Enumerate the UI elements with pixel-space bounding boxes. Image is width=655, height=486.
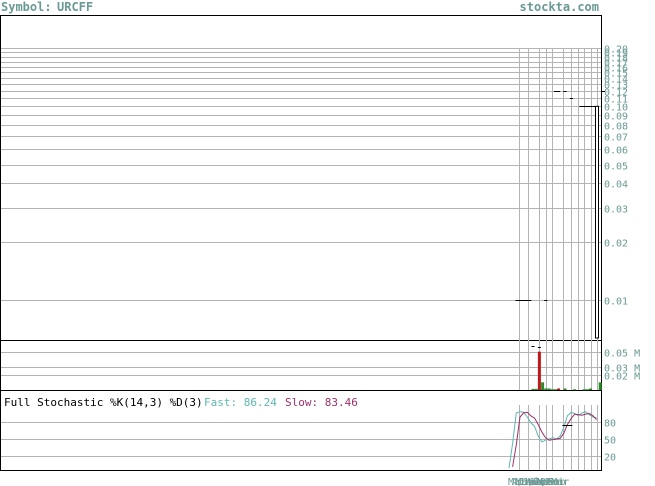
- price-tick-label: 0.10: [604, 103, 628, 114]
- x-tick-label: Mar: [551, 477, 569, 486]
- x-tick-label: Jul: [522, 477, 540, 486]
- x-tick-label: Sep: [530, 477, 548, 486]
- x-tick-label: Dec: [540, 477, 558, 486]
- price-tick-label: 0.19: [604, 49, 628, 60]
- price-tick-label: 0.05: [604, 162, 628, 173]
- volume-bar: [537, 351, 541, 390]
- volume-bar: [598, 382, 602, 390]
- stochastic-tick-label: 50: [604, 436, 616, 447]
- price-tick-label: 0.03: [604, 205, 628, 216]
- site-link[interactable]: stockta.com: [519, 0, 599, 14]
- x-tick-label: Apr: [512, 477, 530, 486]
- price-panel: [0, 15, 602, 341]
- price-tick-label: 0.07: [604, 133, 628, 144]
- stochastic-title: Full Stochastic %K(14,3) %D(3): [4, 396, 203, 409]
- price-tick-label: 0.08: [604, 122, 628, 133]
- volume-bar: [541, 382, 545, 390]
- symbol-prefix: Symbol:: [1, 0, 52, 14]
- volume-bar: [573, 389, 577, 391]
- stochastic-panel: [0, 390, 602, 471]
- x-tick-label: Mar: [508, 477, 526, 486]
- volume-bar: [550, 389, 554, 391]
- stochastic-tick-label: 80: [604, 419, 616, 430]
- stochastic-slow-value: Slow: 83.46: [285, 396, 358, 409]
- volume-tick-label: 0.05 M: [604, 349, 640, 360]
- volume-bar: [544, 388, 548, 390]
- x-tick-label: Oct: [533, 477, 551, 486]
- price-tick-label: 0.15: [604, 69, 628, 80]
- volume-bar: [582, 389, 586, 391]
- volume-bar: [531, 388, 535, 390]
- x-tick-label: Jan: [544, 477, 562, 486]
- price-tick-label: 0.20: [604, 45, 628, 56]
- symbol-value: URCFF: [57, 0, 94, 14]
- volume-bar: [563, 388, 567, 390]
- price-tick-label: 0.16: [604, 64, 628, 75]
- price-tick-label: 0.09: [604, 112, 628, 123]
- x-tick-label: Jun: [519, 477, 537, 486]
- stochastic-fast-line: [508, 411, 597, 469]
- volume-bar: [589, 388, 593, 390]
- stochastic-tick-label: 20: [604, 453, 616, 464]
- x-tick-label: Aug: [526, 477, 544, 486]
- price-tick-label: 0.14: [604, 75, 628, 86]
- volume-tick-label: 0.03 M: [604, 364, 640, 375]
- price-tick-label: 0.17: [604, 59, 628, 70]
- price-tick-label: 0.12: [604, 88, 628, 99]
- volume-bar: [557, 388, 561, 390]
- x-tick-label: Nov: [537, 477, 555, 486]
- volume-tick-label: 0.02 M: [604, 372, 640, 383]
- price-bar: [595, 105, 599, 339]
- price-tick-label: 0.13: [604, 81, 628, 92]
- x-tick-label: Feb: [548, 477, 566, 486]
- volume-bar: [547, 388, 551, 390]
- price-tick-label: 0.02: [604, 239, 628, 250]
- stochastic-slow-line: [512, 411, 597, 467]
- price-tick-label: 0.04: [604, 180, 628, 191]
- stochastic-fast-value: Fast: 86.24: [204, 396, 277, 409]
- volume-bar: [585, 389, 589, 391]
- price-tick-label: 0.11: [604, 95, 628, 106]
- price-tick-label: 0.06: [604, 146, 628, 157]
- volume-panel: [0, 340, 602, 391]
- price-tick-label: 0.18: [604, 54, 628, 65]
- x-tick-label: May: [515, 477, 533, 486]
- volume-bar: [534, 388, 538, 390]
- volume-bar: [553, 389, 557, 391]
- price-tick-label: 0.01: [604, 297, 628, 308]
